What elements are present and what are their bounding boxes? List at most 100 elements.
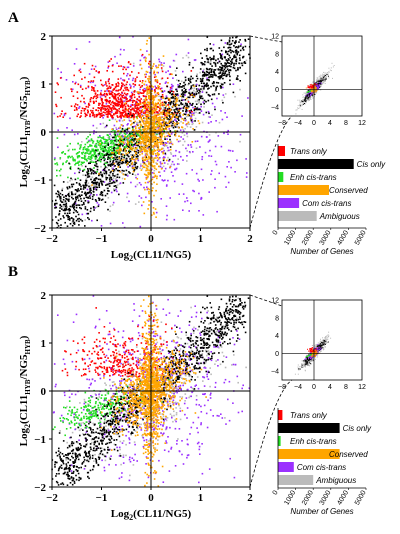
point-conserved <box>155 122 158 125</box>
point-enh-cis-trans <box>151 149 153 151</box>
point-cis-only <box>128 161 131 163</box>
point-cis-only <box>118 170 120 172</box>
point-cis-only <box>207 79 210 81</box>
point-trans-only <box>104 111 106 114</box>
point-cis-only <box>103 154 106 157</box>
point-com-cis-trans <box>89 193 92 196</box>
point-conserved <box>155 75 157 78</box>
point-cis-only <box>128 150 130 153</box>
point-cis-only <box>100 158 102 161</box>
point-com-cis-trans <box>171 85 174 88</box>
point-cis-only <box>112 174 114 177</box>
point-com-cis-trans <box>164 153 167 156</box>
point-enh-cis-trans <box>136 116 138 118</box>
point-conserved <box>176 103 178 106</box>
point-trans-only <box>98 71 100 73</box>
point-ambiguous <box>162 147 165 150</box>
point-com-cis-trans <box>86 188 89 191</box>
point-com-cis-trans <box>126 137 128 140</box>
point-cis-only <box>66 187 69 190</box>
point-enh-cis-trans <box>135 132 138 134</box>
inset-point <box>300 104 302 106</box>
point-trans-only <box>120 93 122 96</box>
inset-point <box>315 92 317 94</box>
inset-point <box>311 96 313 98</box>
point-enh-cis-trans <box>96 150 99 152</box>
point-cis-only <box>93 188 95 191</box>
point-com-cis-trans <box>122 136 124 138</box>
point-cis-only <box>187 96 189 99</box>
point-cis-only <box>81 204 83 206</box>
point-cis-only <box>59 200 62 202</box>
inset-point <box>321 81 323 83</box>
point-trans-only <box>159 88 162 90</box>
point-com-cis-trans <box>163 149 165 152</box>
point-trans-only <box>134 78 137 80</box>
point-trans-only <box>92 101 95 103</box>
point-conserved <box>128 127 130 130</box>
point-com-cis-trans <box>172 155 175 157</box>
point-ambiguous <box>115 177 117 180</box>
point-cis-only <box>75 204 78 207</box>
point-cis-only <box>78 220 80 223</box>
point-cis-only <box>243 61 246 63</box>
point-conserved <box>161 64 163 66</box>
point-trans-only <box>106 99 109 102</box>
point-cis-only <box>231 61 233 63</box>
point-cis-only <box>62 203 65 206</box>
point-conserved <box>153 72 155 75</box>
point-trans-only <box>111 101 113 104</box>
point-ambiguous <box>212 75 215 77</box>
point-trans-only <box>57 83 59 86</box>
point-trans-only <box>102 108 105 110</box>
point-enh-cis-trans <box>97 148 99 151</box>
point-cis-only <box>168 114 171 117</box>
point-ambiguous <box>215 131 217 134</box>
point-trans-only <box>118 100 120 103</box>
point-cis-only <box>205 111 208 114</box>
point-cis-only <box>221 68 223 70</box>
point-com-cis-trans <box>94 207 96 209</box>
inset-point <box>304 103 305 104</box>
point-com-cis-trans <box>224 175 227 178</box>
point-conserved <box>148 118 150 121</box>
point-conserved <box>118 148 121 151</box>
point-trans-only <box>140 109 143 112</box>
point-trans-only <box>119 112 122 114</box>
point-com-cis-trans <box>125 97 127 100</box>
point-cis-only <box>185 104 188 106</box>
point-cis-only <box>132 134 135 137</box>
point-trans-only <box>117 116 119 118</box>
point-ambiguous <box>207 116 210 118</box>
point-conserved <box>158 141 161 144</box>
point-cis-only <box>77 213 80 216</box>
point-enh-cis-trans <box>121 140 124 142</box>
point-conserved <box>159 126 161 128</box>
point-enh-cis-trans <box>61 151 63 154</box>
point-com-cis-trans <box>164 142 167 144</box>
point-ambiguous <box>195 147 198 149</box>
point-com-cis-trans <box>112 179 115 182</box>
point-conserved <box>138 119 141 122</box>
point-conserved <box>158 116 161 119</box>
point-ambiguous <box>129 110 132 113</box>
point-conserved <box>150 90 153 93</box>
point-cis-only <box>88 175 90 177</box>
point-conserved <box>142 166 145 168</box>
point-conserved <box>111 151 113 154</box>
point-cis-only <box>108 185 111 187</box>
point-cis-only <box>73 203 76 205</box>
point-trans-only <box>75 107 78 109</box>
point-ambiguous <box>147 92 149 95</box>
point-conserved <box>156 141 159 144</box>
point-enh-cis-trans <box>75 153 78 155</box>
point-cis-only <box>213 85 215 87</box>
point-conserved <box>174 130 177 132</box>
inset-point <box>321 83 323 85</box>
point-cis-only <box>175 111 177 114</box>
point-cis-only <box>185 109 188 112</box>
inset-point <box>320 89 322 91</box>
point-cis-only <box>114 134 117 136</box>
inset-point <box>316 91 317 93</box>
point-cis-only <box>202 77 204 80</box>
